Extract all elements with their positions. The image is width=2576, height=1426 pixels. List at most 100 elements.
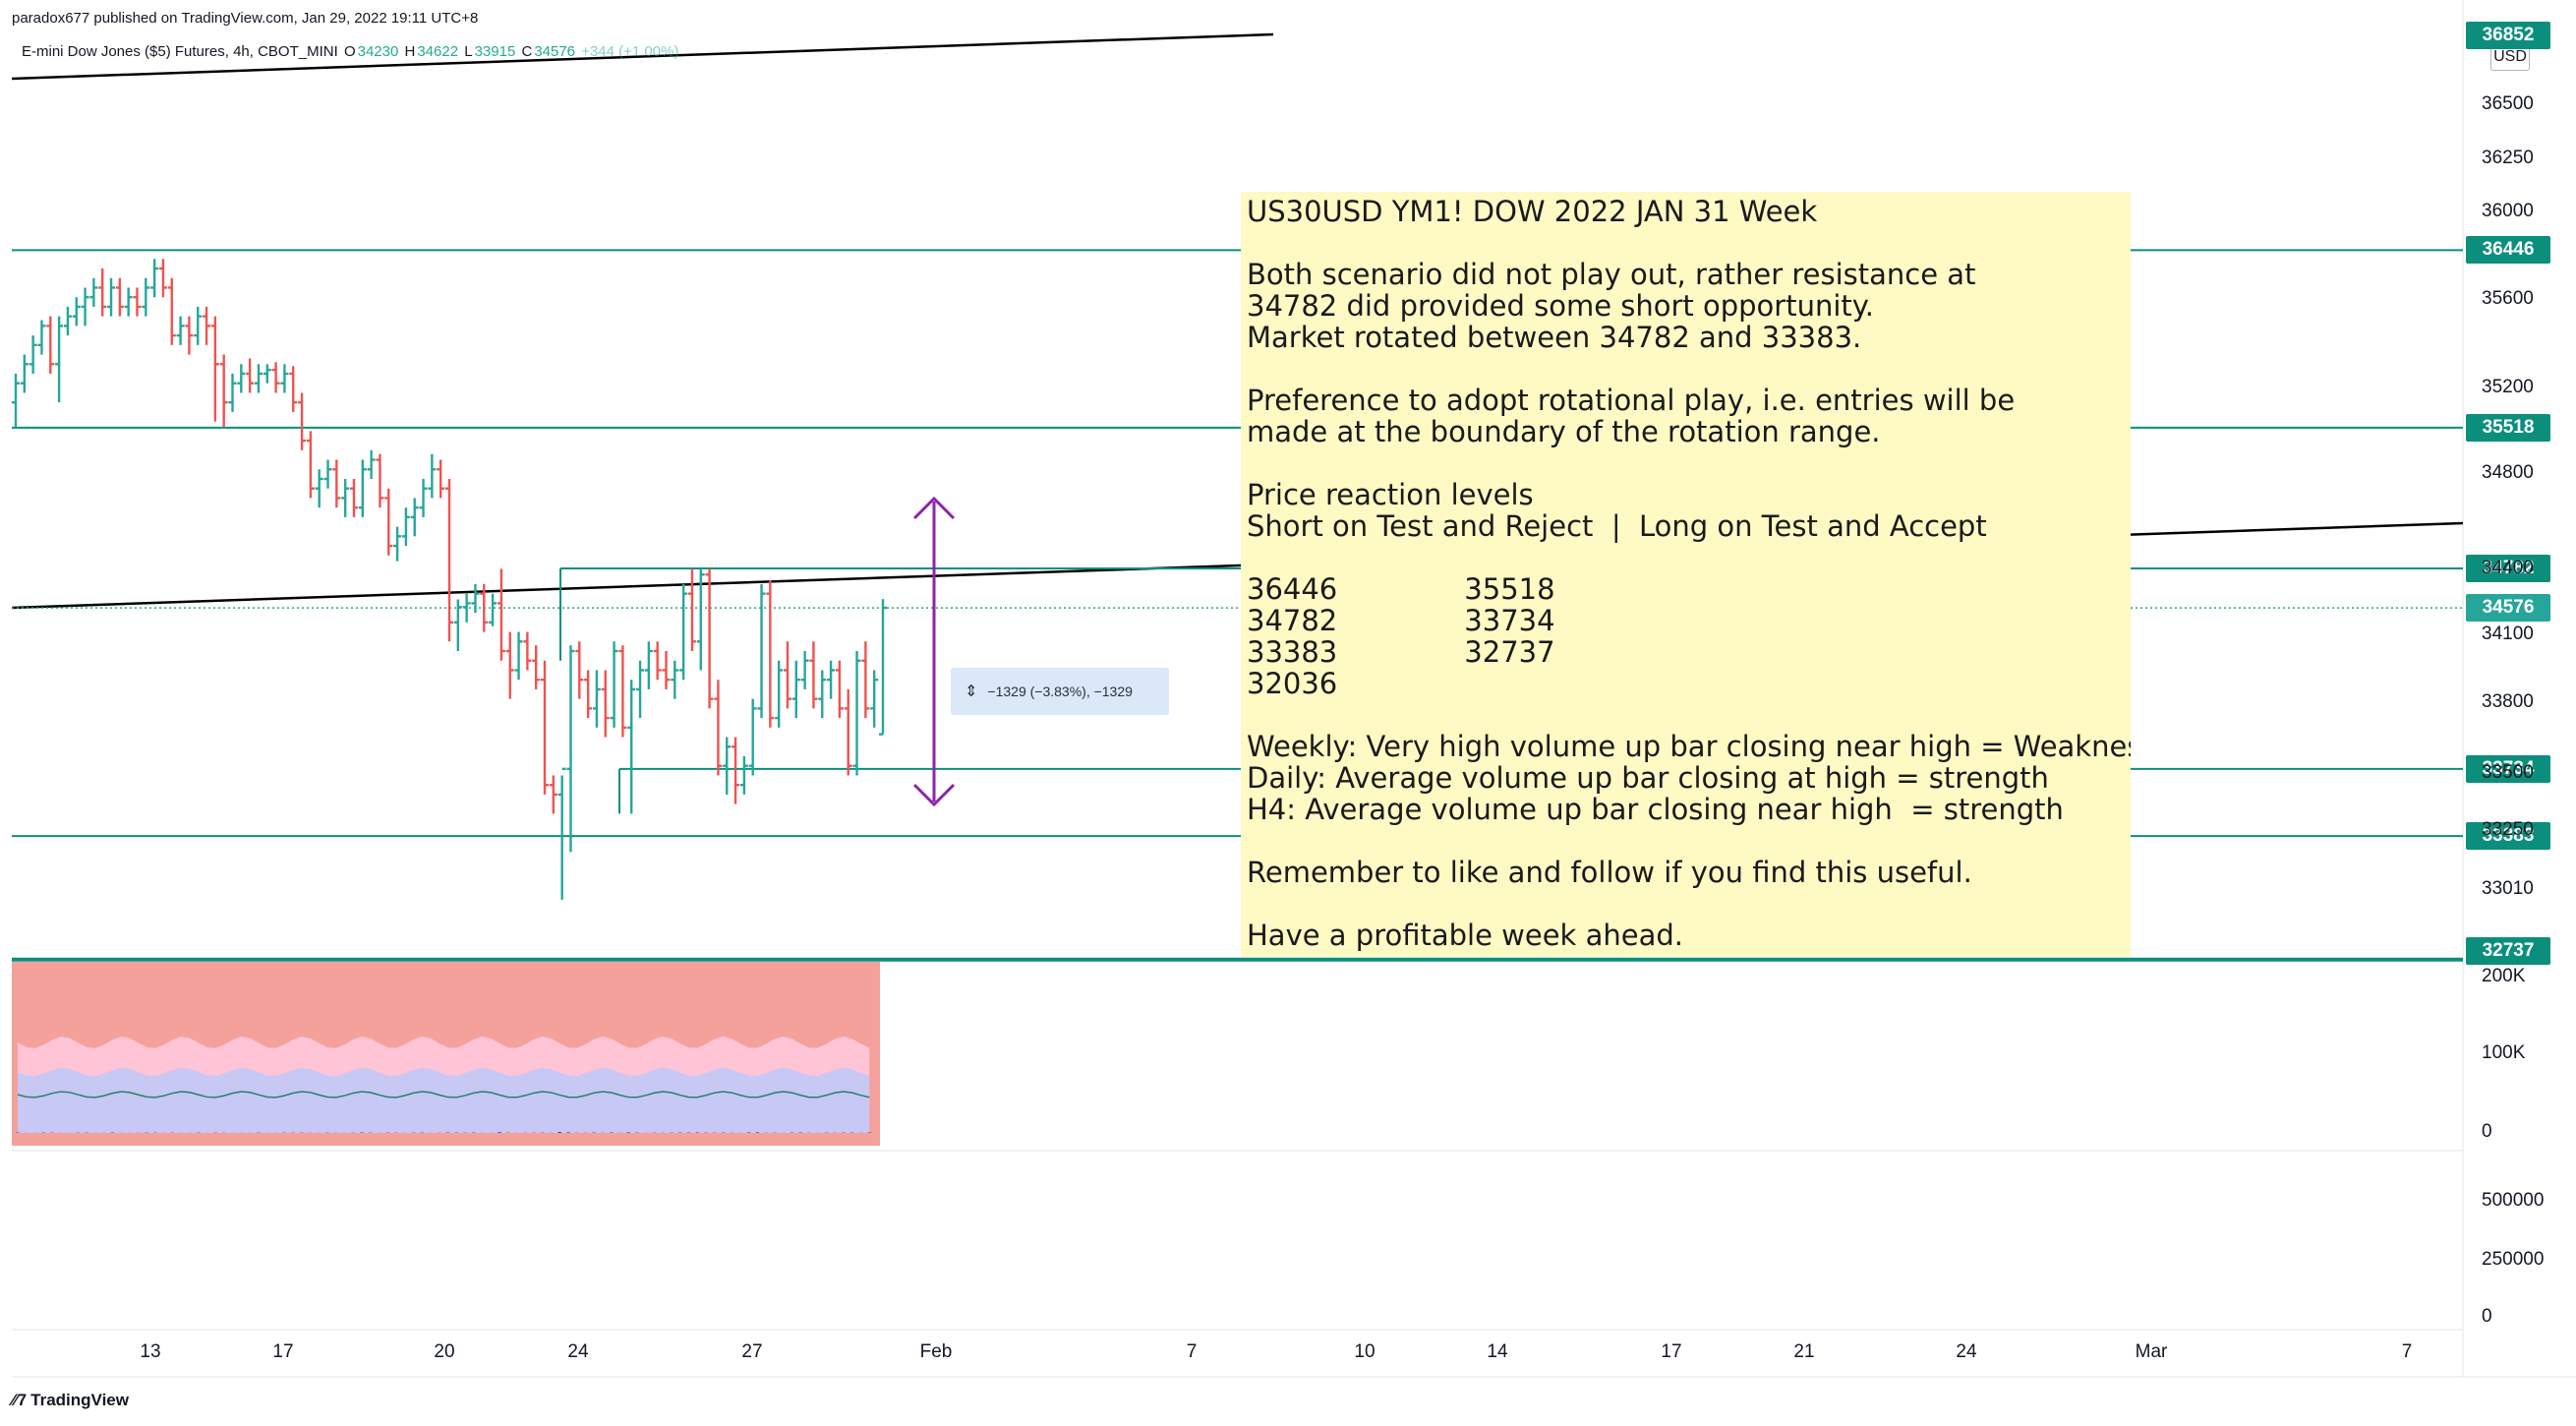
price-tag-33383[interactable]: 33383 [2466,822,2550,851]
price-axis-tick: 33500 [2482,762,2534,783]
price-tag-33734[interactable]: 33734 [2466,754,2550,783]
time-axis-tick: 13 [140,1341,161,1362]
price-tag-32737[interactable]: 32737 [2466,937,2550,965]
close-label: C [521,43,533,60]
candle-bar [271,362,280,393]
candle-bar [20,354,29,393]
candle-bar [636,660,645,719]
volume-band-inner [18,1067,870,1133]
candle-bar [176,316,185,345]
high-value: 34622 [417,43,459,60]
candle-bar [879,599,887,736]
candle-bar [870,670,879,728]
candle-bar [246,358,255,393]
price-axis-tick: 33250 [2482,819,2534,840]
candle-bar [228,373,237,412]
upper-trendline[interactable] [11,32,1274,81]
measure-label[interactable]: ⇕ −1329 (−3.83%), −1329 [951,668,1169,715]
tradingview-icon: ⁄⁄7 [12,1391,28,1409]
candle-bar [219,354,228,428]
candle-bar [428,453,437,499]
volume-average-line [17,1091,870,1099]
candle-bar [367,449,376,479]
candle-bar [532,645,541,689]
candle-bar [72,297,81,327]
candle-bar [783,641,791,709]
candle-bar [263,364,271,384]
price-tag-36446[interactable]: 36446 [2466,236,2550,265]
note-annotation[interactable]: US30USD YM1! DOW 2022 JAN 31 Week Both s… [1241,192,2131,957]
candle-bar [376,453,384,508]
candle-bar [514,631,523,681]
candle-bar [210,316,219,422]
volume-axis-tick: 100K [2482,1042,2526,1063]
volume-bar [498,1132,501,1133]
price-axis-tick: 36500 [2482,93,2534,114]
candle-bar [237,364,246,393]
candle-bar [349,478,358,517]
candle-bar [592,670,601,728]
open-label: O [343,43,356,60]
volume-bar [626,1132,630,1133]
candle-bar [46,316,55,374]
candle-bar [437,459,445,499]
volume-axis-tick: 200K [2482,966,2526,986]
candle-bar [55,316,64,403]
volume-bar [445,1132,450,1133]
candle-bar [315,469,323,508]
time-axis-tick: 17 [272,1341,294,1362]
candle-bar [566,645,575,853]
time-axis-tick: 14 [1487,1341,1508,1362]
candle-bar [748,698,757,776]
price-axis-tick: 34400 [2482,558,2534,578]
price-tag-34576[interactable]: 34576 [2466,594,2550,623]
symbol-name[interactable]: E-mini Dow Jones ($5) Futures, 4h, CBOT_… [22,43,338,60]
price-tag-36852[interactable]: 36852 [2466,22,2550,49]
candle-bar [254,364,263,393]
volume-bar [755,1132,760,1133]
volume-bar [566,1132,570,1133]
candle-bar [835,660,844,719]
lower-axis-tick: 250000 [2482,1249,2545,1270]
candle-bar [115,277,124,317]
candle-bar [505,631,514,699]
candle-bar [705,568,714,709]
price-axis-tick: 34800 [2482,462,2534,483]
price-axis-tick: 36250 [2482,148,2534,168]
candle-bar [401,507,410,547]
candle-bar [462,593,471,623]
price-tag-34782[interactable]: 34782 [2466,555,2550,582]
candle-bar [714,680,723,776]
tradingview-logo[interactable]: ⁄⁄7 TradingView [12,1391,129,1410]
low-label: L [464,43,473,60]
price-axis-tick: 36000 [2482,201,2534,221]
candle-bar [29,335,37,374]
candle-bar [662,651,671,689]
candle-bar [471,583,480,614]
candle-bar [332,459,341,508]
candle-bar [419,478,428,517]
measure-arrow[interactable] [912,496,956,807]
candle-bar [289,366,298,412]
candle-bar [852,651,861,776]
candle-bar [800,651,809,689]
candle-bar [81,287,89,327]
candle-bar [696,568,705,671]
candle-bar [627,680,636,814]
candle-bar [584,670,593,719]
volume-bar [385,1132,389,1133]
candle-bar [203,306,211,345]
candle-bar [523,631,532,671]
lower-axis-tick: 0 [2482,1306,2492,1327]
time-axis-tick: 24 [567,1341,589,1362]
candle-bar [306,431,315,499]
price-axis-tick: 35200 [2482,377,2534,397]
candle-bar [766,580,775,728]
candle-bar [601,670,610,738]
time-axis-tick: 21 [1793,1341,1815,1362]
candle-bar [644,641,653,689]
candle-bar [89,277,98,307]
candle-bar [150,259,159,298]
price-tag-35518[interactable]: 35518 [2466,413,2550,442]
